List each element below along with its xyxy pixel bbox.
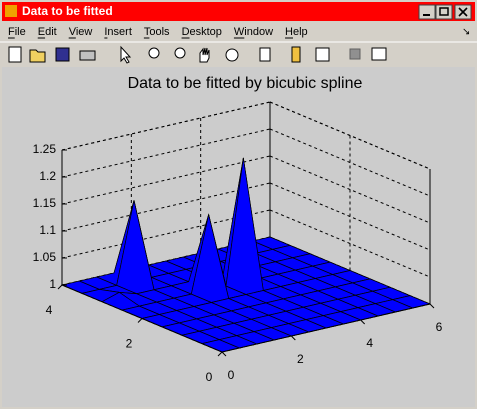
menu-bar: File Edit View Insert Tools Desktop Window Help	[8, 26, 308, 39]
y-tick-label: 2	[126, 337, 133, 351]
tick-mark	[429, 303, 435, 309]
menu-item[interactable]: View	[69, 26, 93, 38]
tick-mark	[217, 351, 223, 357]
maximize-button[interactable]	[435, 4, 453, 20]
title-bar	[2, 2, 475, 21]
z-tick-label: 1.1	[39, 223, 56, 237]
pan-icon[interactable]	[199, 47, 210, 63]
chart-title: Data to be fitted by bicubic spline	[128, 75, 363, 92]
close-glyph	[458, 7, 468, 17]
grid-line	[269, 209, 431, 278]
print-icon[interactable]	[79, 50, 96, 61]
save-icon[interactable]	[55, 47, 70, 62]
menu-item[interactable]: Tools	[144, 26, 170, 38]
tick-mark	[57, 284, 63, 290]
x-tick-label: 0	[228, 368, 235, 382]
tick-mark	[221, 351, 227, 357]
rotate-icon[interactable]	[225, 48, 239, 62]
show-tools-icon[interactable]	[371, 47, 387, 61]
x-tick-label: 4	[366, 336, 373, 350]
z-tick-label: 1	[49, 277, 56, 291]
new-icon[interactable]	[8, 46, 22, 63]
axis-line	[221, 303, 431, 353]
menu-item[interactable]: File	[8, 26, 26, 38]
legend-icon[interactable]	[315, 47, 330, 62]
toolbar	[8, 45, 387, 64]
zoom-out-icon[interactable]	[174, 47, 186, 59]
y-tick-label: 4	[46, 303, 53, 317]
hide-tools-icon[interactable]	[349, 48, 361, 60]
menu-item[interactable]: Desktop	[182, 26, 222, 38]
plot-area: 1 1.05 1.1 1.15 1.2 1.25 0 2 4 0 2 4 6	[33, 101, 443, 384]
z-tick-label: 1.05	[33, 250, 57, 264]
window-buttons	[418, 4, 472, 20]
datatip-icon[interactable]	[259, 47, 271, 62]
zoom-in-icon[interactable]	[148, 47, 160, 59]
z-tick-label: 1.25	[33, 142, 57, 156]
app-icon	[5, 5, 17, 17]
z-tick-label: 1.2	[39, 169, 56, 183]
z-tick-label: 1.15	[33, 196, 57, 210]
axis-line	[269, 101, 431, 170]
colorbar-icon[interactable]	[291, 46, 301, 63]
menu-item[interactable]: Insert	[104, 26, 132, 38]
window-title: Data to be fitted	[22, 4, 113, 18]
minimize-button[interactable]	[418, 4, 436, 20]
menu-item[interactable]: Window	[234, 26, 273, 38]
tick-mark	[290, 335, 296, 341]
grid-line	[269, 128, 431, 197]
menu-arrow: ↘	[462, 27, 470, 38]
grid-line	[269, 182, 431, 251]
y-tick-label: 0	[206, 370, 213, 384]
tick-mark	[137, 318, 143, 323]
menu-item[interactable]: Help	[285, 26, 308, 38]
select-icon[interactable]	[120, 45, 132, 64]
open-icon[interactable]	[29, 49, 46, 63]
menu-item[interactable]: Edit	[38, 26, 57, 38]
tick-mark	[360, 319, 366, 325]
grid-line	[269, 155, 431, 224]
x-tick-label: 6	[436, 320, 443, 334]
maximize-glyph	[439, 7, 449, 16]
x-tick-label: 2	[297, 352, 304, 366]
